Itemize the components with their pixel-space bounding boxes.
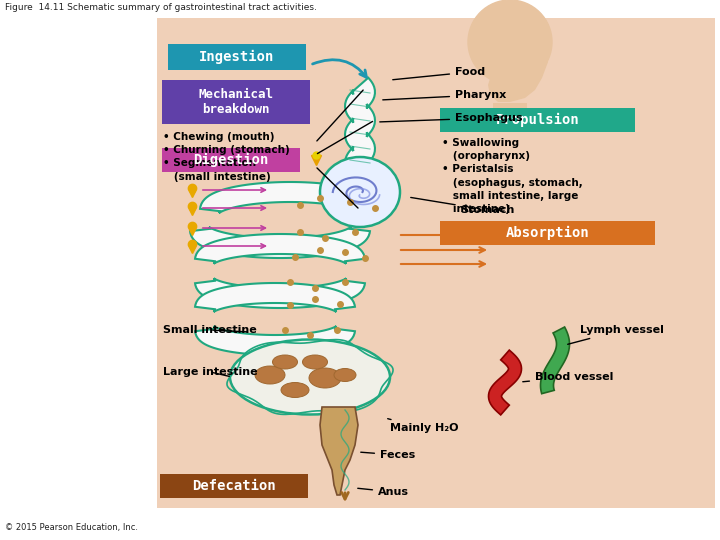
Ellipse shape [272,355,297,369]
Text: Ingestion: Ingestion [199,50,275,64]
Ellipse shape [309,368,341,388]
Text: Defecation: Defecation [192,479,276,493]
Polygon shape [541,327,570,394]
Text: Food: Food [393,67,485,80]
Ellipse shape [302,355,328,369]
Text: Anus: Anus [358,487,409,497]
FancyBboxPatch shape [440,108,635,132]
Polygon shape [195,278,365,308]
Text: Digestion: Digestion [193,153,269,167]
Text: Esophagus: Esophagus [379,113,523,123]
Text: © 2015 Pearson Education, Inc.: © 2015 Pearson Education, Inc. [5,523,138,532]
Polygon shape [195,283,355,312]
FancyBboxPatch shape [157,18,715,508]
Text: Lymph vessel: Lymph vessel [567,325,664,345]
Text: Mechanical
breakdown: Mechanical breakdown [199,88,274,116]
Text: Mainly H₂O: Mainly H₂O [387,418,459,433]
Text: Pharynx: Pharynx [383,90,506,100]
Text: Absorption: Absorption [505,226,590,240]
Ellipse shape [281,382,309,397]
Polygon shape [200,182,380,213]
Text: Feces: Feces [361,450,415,460]
Ellipse shape [255,366,285,384]
Text: Figure  14.11 Schematic summary of gastrointestinal tract activities.: Figure 14.11 Schematic summary of gastro… [5,3,317,12]
Text: Propulsion: Propulsion [495,113,580,127]
FancyBboxPatch shape [162,80,310,124]
FancyBboxPatch shape [440,221,655,245]
Polygon shape [190,227,370,258]
FancyBboxPatch shape [162,148,300,172]
Text: • Chewing (mouth)
• Churning (stomach)
• Segmentation
   (small intestine): • Chewing (mouth) • Churning (stomach) •… [163,132,289,181]
FancyBboxPatch shape [168,44,306,70]
Ellipse shape [320,157,400,227]
Ellipse shape [230,340,390,415]
Polygon shape [320,407,358,495]
Polygon shape [488,350,521,415]
Polygon shape [195,326,355,355]
Polygon shape [488,35,548,102]
Text: Blood vessel: Blood vessel [523,372,613,382]
FancyBboxPatch shape [160,474,308,498]
Polygon shape [195,234,365,264]
Text: Stomach: Stomach [410,198,514,215]
Circle shape [468,0,552,84]
Polygon shape [493,103,527,125]
Text: Small intestine: Small intestine [163,325,257,335]
Polygon shape [345,78,375,177]
Text: Large intestine: Large intestine [163,367,258,377]
Text: • Swallowing
   (oropharynx)
• Peristalsis
   (esophagus, stomach,
   small inte: • Swallowing (oropharynx) • Peristalsis … [442,138,582,214]
Ellipse shape [334,368,356,381]
